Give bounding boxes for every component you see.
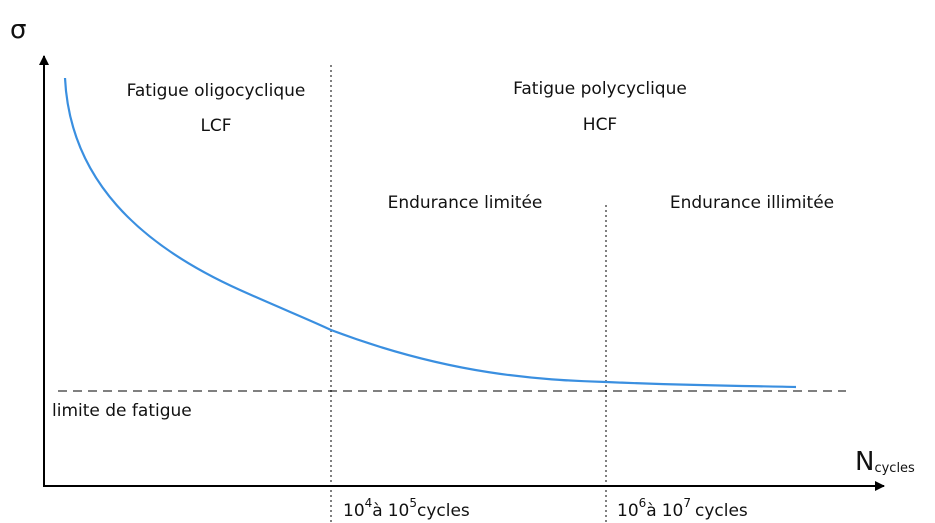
base: 10	[617, 501, 639, 521]
fatigue-limit-label: limite de fatigue	[52, 401, 192, 421]
region-abbr: HCF	[583, 115, 617, 135]
region-title: Fatigue oligocyclique	[127, 81, 306, 101]
boundary-label: 106à 107 cycles	[617, 496, 748, 521]
exponent: 5	[409, 496, 417, 510]
unit: cycles	[695, 501, 748, 521]
connector: à	[646, 501, 656, 521]
wohler-curve	[63, 77, 797, 389]
x-axis-label: Ncycles	[855, 447, 915, 477]
connector: à	[372, 501, 382, 521]
exponent: 7	[683, 496, 691, 510]
subregion-label: Endurance illimitée	[670, 193, 834, 213]
region-abbr: LCF	[200, 116, 231, 136]
region-title: Fatigue polycyclique	[513, 79, 687, 99]
y-axis-label: σ	[10, 15, 26, 45]
x-label-main: N	[855, 447, 874, 477]
exponent: 4	[365, 496, 373, 510]
base: 10	[388, 501, 410, 521]
base: 10	[343, 501, 365, 521]
exponent: 6	[639, 496, 647, 510]
boundary-label: 104à 105cycles	[343, 496, 470, 521]
x-label-sub: cycles	[874, 461, 915, 476]
base: 10	[662, 501, 684, 521]
subregion-label: Endurance limitée	[388, 193, 543, 213]
unit: cycles	[417, 501, 470, 521]
